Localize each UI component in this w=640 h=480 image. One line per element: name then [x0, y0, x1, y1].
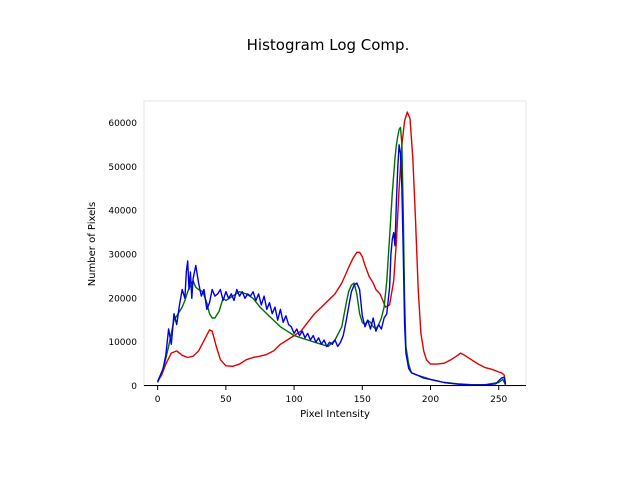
y-tick-label: 30000: [108, 250, 137, 260]
x-tick-label: 150: [354, 395, 371, 405]
series-layer: [156, 111, 507, 386]
y-tick-label: 10000: [108, 338, 137, 348]
chart-title: Histogram Log Comp.: [247, 36, 410, 54]
x-tick-label: 200: [422, 395, 439, 405]
x-tick-label: 250: [490, 395, 507, 405]
x-axis-label: Pixel Intensity: [300, 409, 370, 420]
y-tick-label: 40000: [108, 207, 137, 217]
y-axis-label: Number of Pixels: [87, 202, 98, 287]
y-tick-label: 60000: [108, 119, 137, 129]
plot-frame: [143, 100, 527, 387]
x-axis-ticks: 0 50 100 150 200 250: [155, 386, 508, 405]
series-line-2: [156, 144, 507, 386]
series-line-0: [157, 111, 507, 384]
y-axis-ticks: 0 10000 20000 30000 40000 50000 60000: [108, 119, 137, 392]
x-tick-label: 0: [155, 395, 161, 405]
y-tick-label: 0: [131, 382, 137, 392]
x-tick-label: 50: [220, 395, 232, 405]
y-tick-label: 50000: [108, 163, 137, 173]
x-tick-label: 100: [285, 395, 302, 405]
y-tick-label: 20000: [108, 294, 137, 304]
